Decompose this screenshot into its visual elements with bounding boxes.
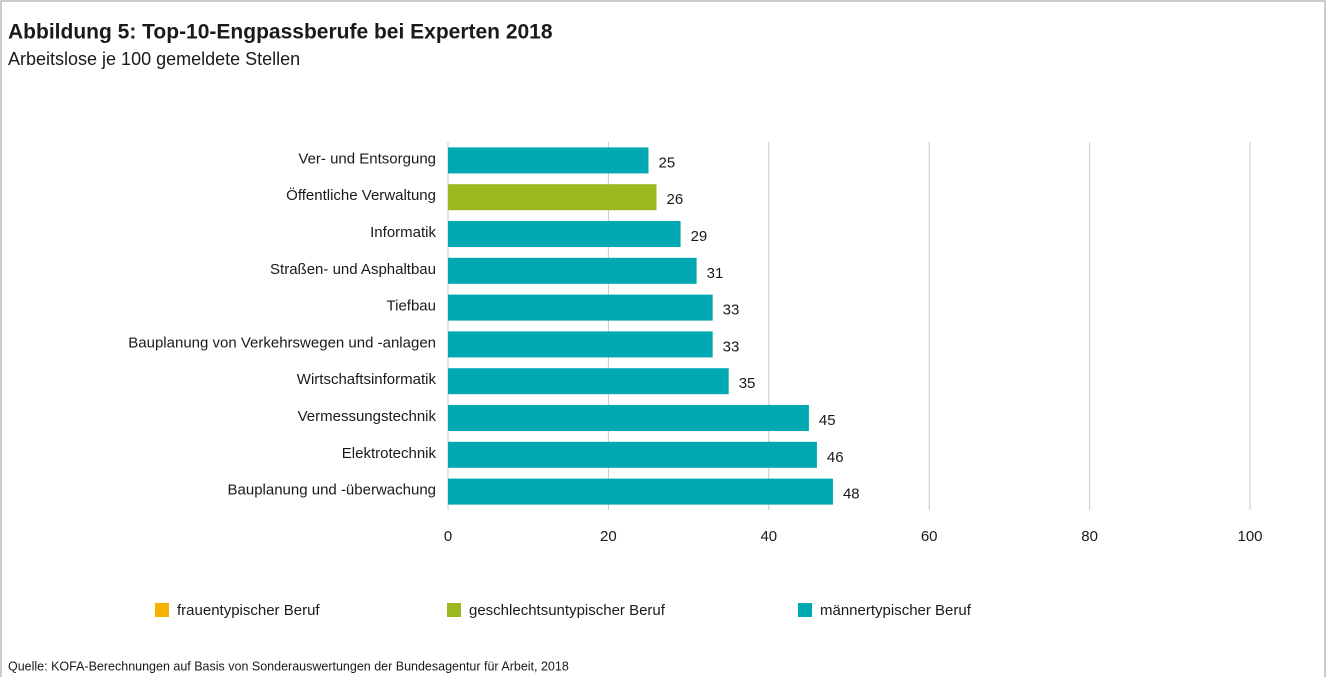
bar [448, 147, 649, 174]
bar [448, 184, 657, 211]
y-tick-label: Elektrotechnik [342, 445, 437, 462]
x-tick-label: 80 [1081, 528, 1098, 545]
y-tick-label: Bauplanung und -überwachung [228, 482, 437, 499]
value-label: 33 [723, 338, 740, 355]
value-label: 29 [691, 228, 708, 245]
bar [448, 405, 809, 431]
y-tick-label: Ver- und Entsorgung [298, 150, 436, 167]
legend-label: geschlechtsuntypischer Beruf [469, 602, 666, 619]
bar [448, 441, 817, 468]
legend-label: männertypischer Beruf [820, 602, 972, 619]
bar [448, 331, 713, 358]
bar [448, 478, 833, 505]
x-tick-label: 60 [921, 528, 938, 545]
value-label: 48 [843, 486, 860, 503]
y-tick-label: Öffentliche Verwaltung [286, 186, 436, 204]
y-tick-label: Tiefbau [387, 298, 436, 315]
bar [448, 221, 681, 247]
y-tick-label: Bauplanung von Verkehrswegen und -anlage… [128, 334, 436, 351]
bar [448, 368, 729, 395]
value-label: 25 [659, 154, 676, 171]
bar [448, 294, 713, 321]
value-label: 26 [667, 191, 684, 208]
value-label: 33 [723, 302, 740, 319]
legend-swatch [447, 603, 461, 617]
legend-swatch [155, 603, 169, 617]
value-label: 46 [827, 449, 844, 466]
bar [448, 257, 697, 284]
y-tick-label: Vermessungstechnik [298, 408, 437, 425]
value-label: 45 [819, 412, 836, 429]
chart-subtitle: Arbeitslose je 100 gemeldete Stellen [8, 49, 300, 69]
x-tick-label: 40 [760, 528, 777, 545]
legend-swatch [798, 603, 812, 617]
x-tick-label: 20 [600, 528, 617, 545]
x-tick-label: 0 [444, 528, 452, 545]
legend-label: frauentypischer Beruf [177, 602, 320, 619]
x-tick-label: 100 [1237, 528, 1262, 545]
value-label: 31 [707, 265, 724, 282]
chart-title: Abbildung 5: Top-10-Engpassberufe bei Ex… [8, 21, 553, 44]
y-tick-label: Straßen- und Asphaltbau [270, 261, 436, 278]
y-tick-label: Wirtschaftsinformatik [297, 371, 437, 388]
value-label: 35 [739, 375, 756, 392]
source: Quelle: KOFA-Berechnungen auf Basis von … [8, 659, 569, 673]
y-tick-label: Informatik [370, 224, 436, 241]
